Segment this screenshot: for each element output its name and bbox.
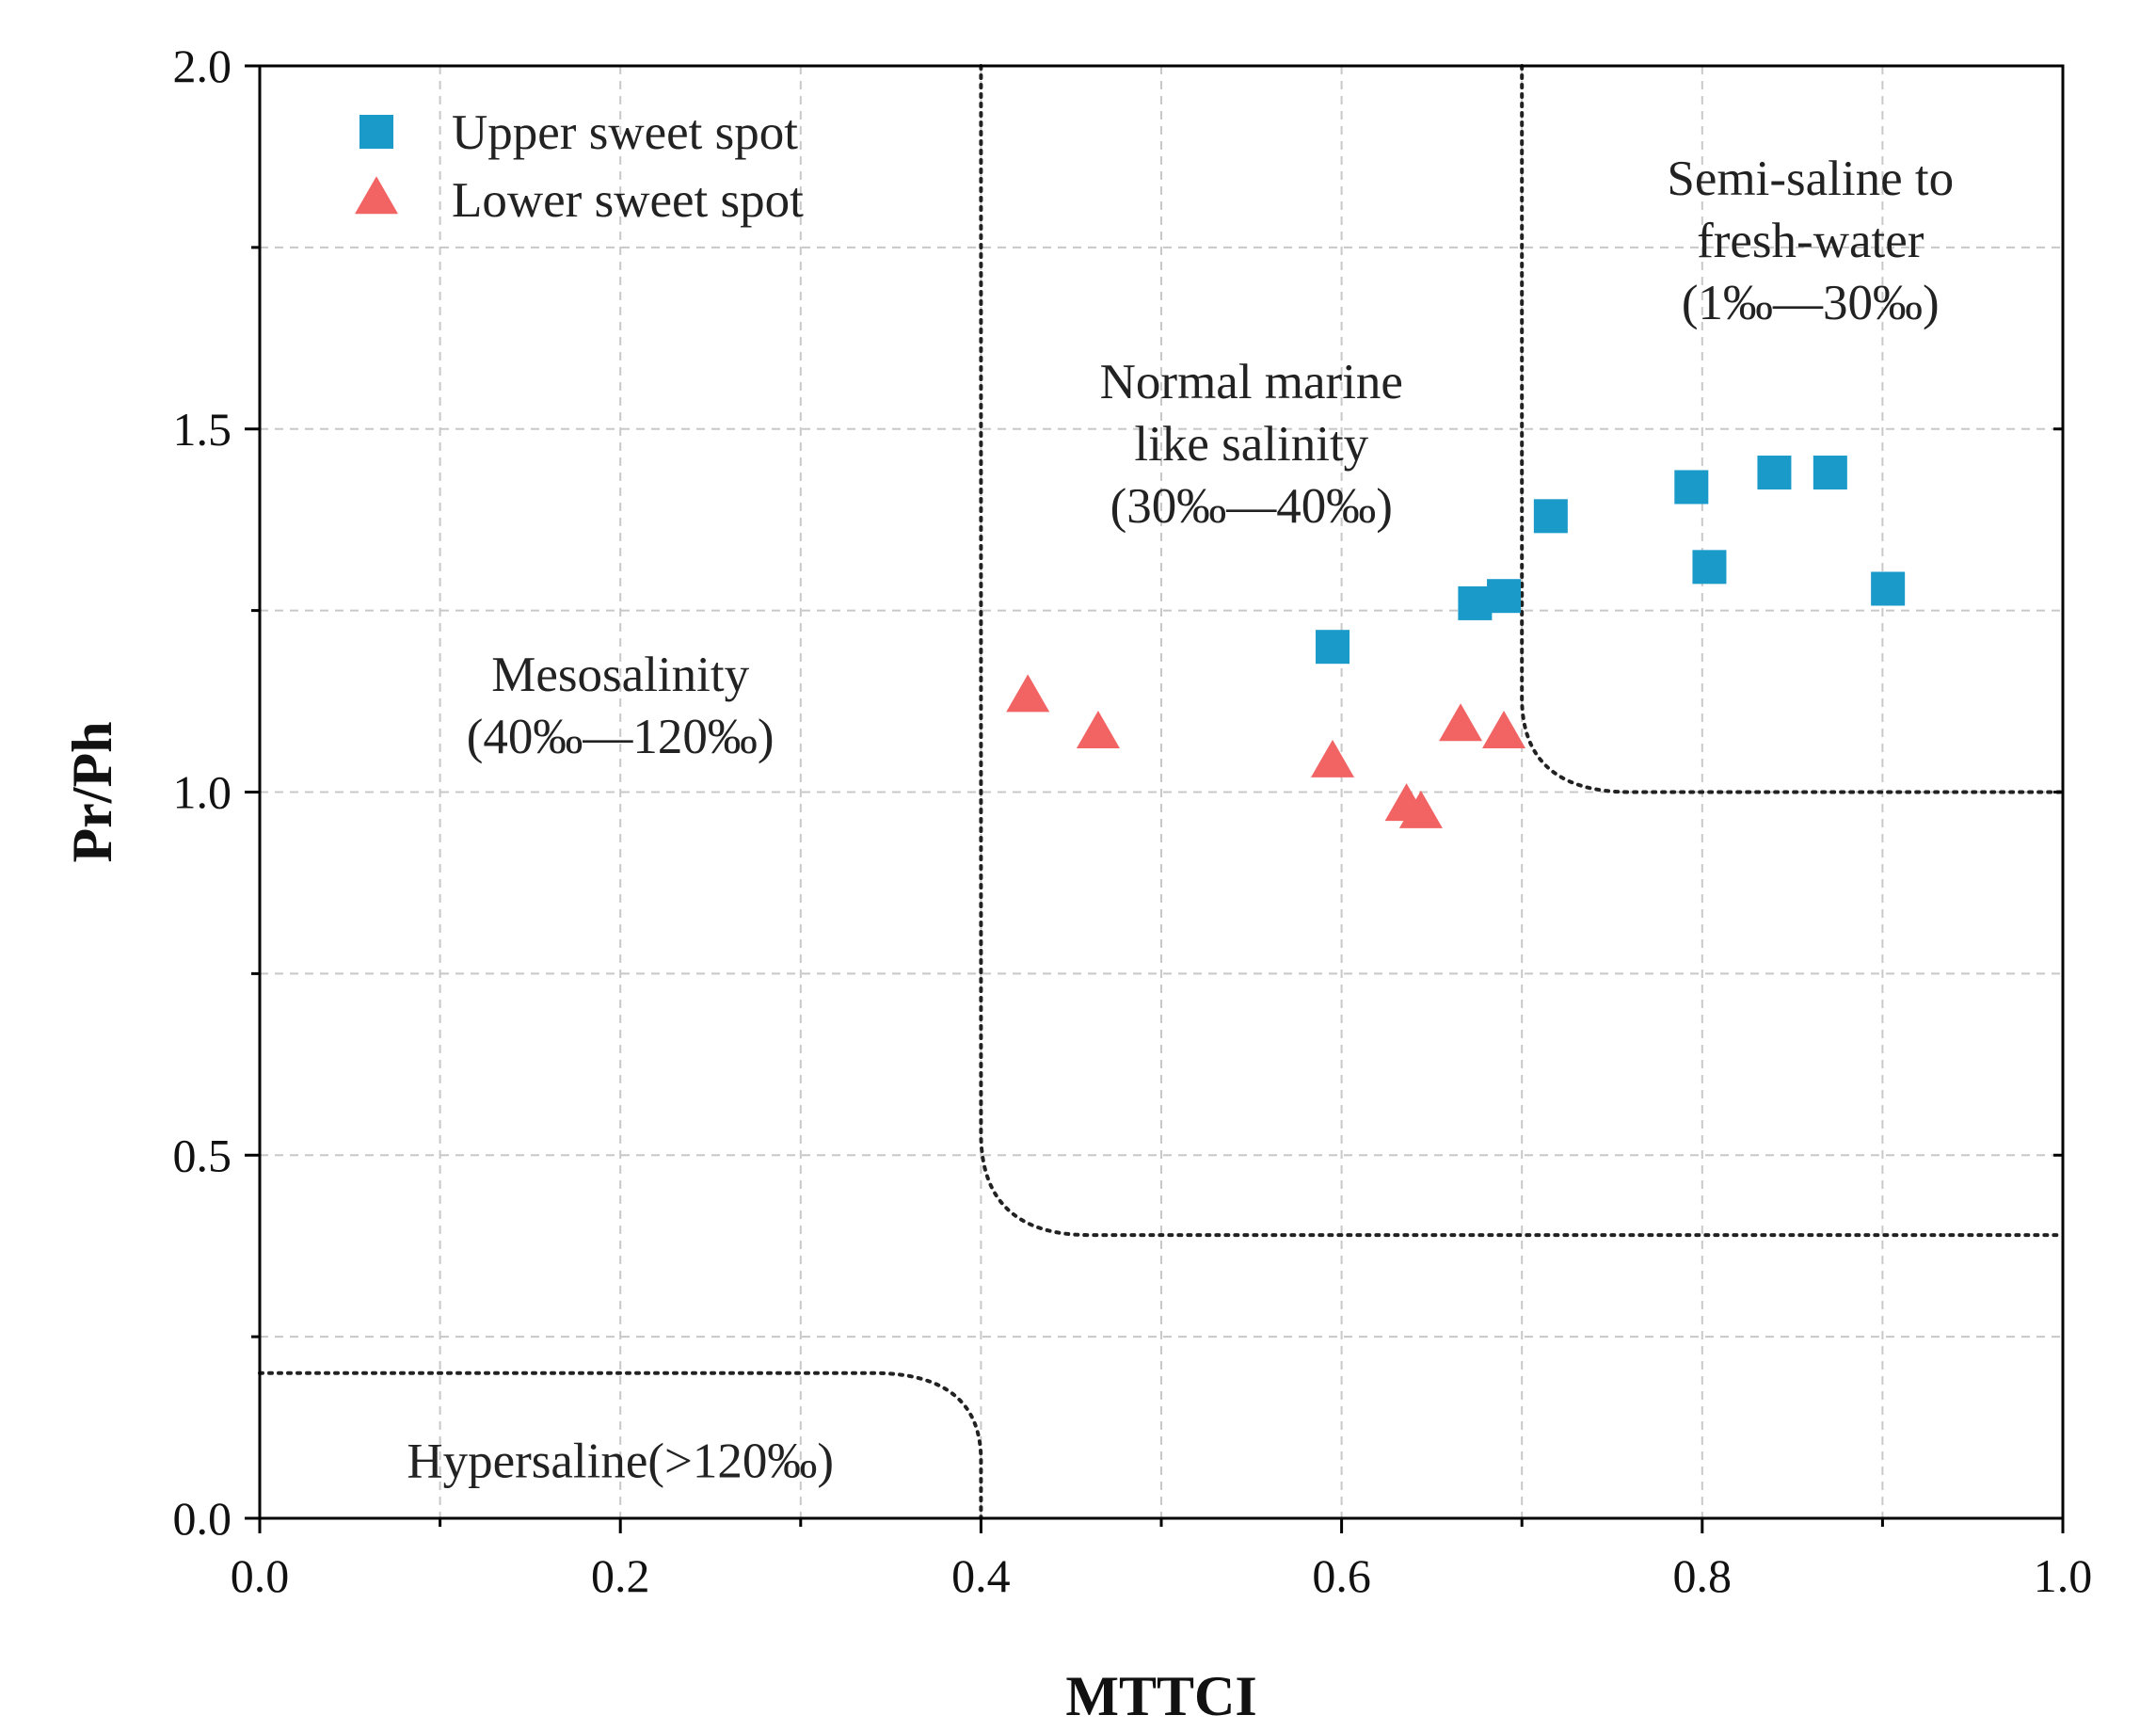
legend: Upper sweet spot Lower sweet spot (355, 105, 804, 228)
data-points (1006, 456, 1906, 828)
y-tick-label: 1.0 (173, 766, 232, 819)
legend-square-icon (359, 115, 393, 149)
y-axis-title: Pr/Ph (61, 722, 123, 863)
upper-sweet-spot-point (1674, 470, 1709, 505)
x-tick-label: 0.0 (231, 1549, 290, 1602)
x-axis-title: MTTCI (1065, 1665, 1256, 1727)
x-tick-label: 0.8 (1673, 1549, 1733, 1602)
upper-sweet-spot-point (1458, 585, 1493, 620)
upper-sweet-spot-point (1487, 579, 1522, 614)
x-tick-label: 0.6 (1312, 1549, 1371, 1602)
region-labels: Hypersaline(>120‰) Mesosalinity (40‰—120‰)… (407, 152, 1954, 1488)
upper-sweet-spot-point (1692, 550, 1727, 585)
region-boundaries (258, 64, 2065, 1520)
axis-ticks: 0.0 0.2 0.4 0.6 0.8 1.0 0.0 0.5 1.0 1.5 2.0 (173, 40, 2093, 1602)
semi-saline-label-line: fresh-water (1697, 214, 1924, 268)
upper-sweet-spot-point (1813, 456, 1847, 490)
y-tick-label: 0.0 (173, 1492, 232, 1545)
y-tick-label: 0.5 (173, 1129, 232, 1181)
legend-label: Lower sweet spot (452, 173, 804, 228)
hypersaline-label-line: Hypersaline(>120‰) (407, 1434, 834, 1488)
x-tick-label: 0.4 (951, 1549, 1011, 1602)
lower-sweet-spot-point (1311, 739, 1355, 777)
normal-marine-label-line: like salinity (1134, 417, 1368, 472)
normal-marine-boundary (979, 64, 2065, 1238)
semi-saline-label-line: Semi-saline to (1667, 152, 1954, 206)
lower-sweet-spot-point (1076, 710, 1120, 748)
mesosalinity-label-line: (40‰—120‰) (467, 710, 775, 764)
normal-marine-label-line: (30‰—40‰) (1110, 479, 1393, 534)
upper-sweet-spot-point (1316, 630, 1350, 665)
y-tick-label: 2.0 (173, 40, 232, 92)
lower-sweet-spot-point (1482, 710, 1526, 748)
x-tick-label: 1.0 (2034, 1549, 2093, 1602)
normal-marine-label-line: Normal marine (1100, 355, 1403, 409)
semi-saline-boundary (1520, 64, 2065, 794)
lower-sweet-spot-point (1398, 790, 1443, 828)
upper-sweet-spot-point (1757, 456, 1792, 490)
lower-sweet-spot-point (1006, 674, 1050, 713)
lower-sweet-spot-point (1439, 703, 1483, 742)
x-tick-label: 0.2 (591, 1549, 650, 1602)
upper-sweet-spot-point (1871, 571, 1906, 606)
mesosalinity-label-line: Mesosalinity (491, 648, 749, 702)
legend-triangle-icon (355, 176, 398, 215)
upper-sweet-spot-point (1533, 499, 1568, 534)
legend-label: Upper sweet spot (452, 105, 798, 160)
semi-saline-label-line: (1‰—30‰) (1682, 276, 1940, 330)
y-tick-label: 1.5 (173, 403, 232, 456)
hypersaline-boundary (258, 1370, 983, 1520)
